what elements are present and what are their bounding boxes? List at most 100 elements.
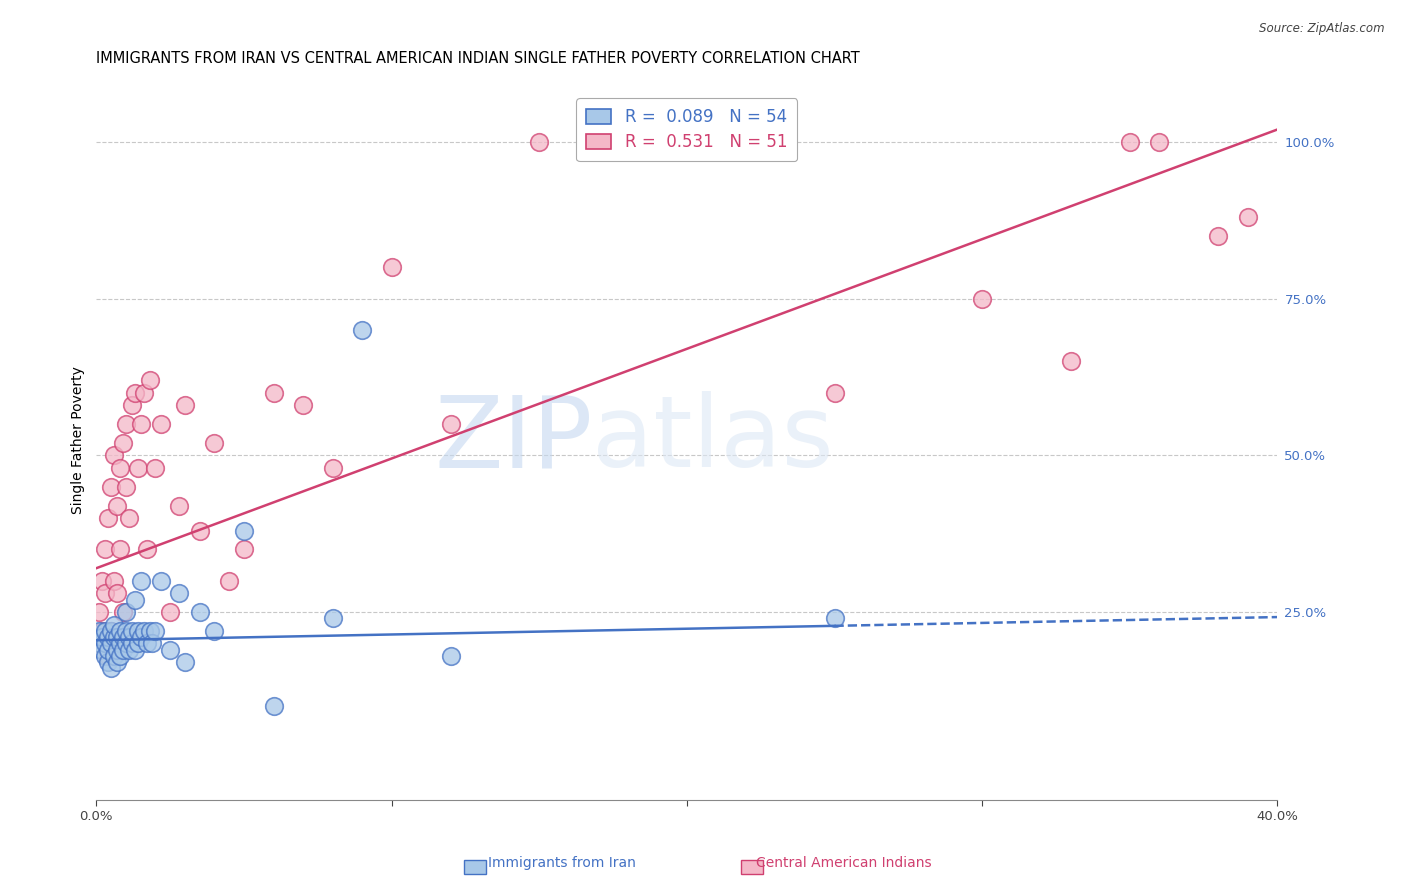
Point — [94, 586, 117, 600]
Point — [150, 574, 173, 588]
Point — [292, 398, 315, 412]
Point — [100, 636, 122, 650]
Point — [108, 636, 131, 650]
Point — [972, 292, 994, 306]
Point — [111, 605, 134, 619]
Point — [91, 574, 114, 588]
Point — [103, 574, 125, 588]
Point — [1149, 135, 1171, 149]
Point — [118, 511, 141, 525]
Point — [167, 499, 190, 513]
Point — [124, 592, 146, 607]
Point — [103, 648, 125, 663]
Point — [233, 542, 256, 557]
Point — [159, 642, 181, 657]
Point — [159, 605, 181, 619]
Point — [1208, 229, 1230, 244]
Point — [204, 624, 226, 638]
Point — [135, 636, 157, 650]
Point — [89, 636, 111, 650]
Point — [167, 586, 190, 600]
Point — [381, 260, 404, 275]
Point — [97, 630, 120, 644]
Point — [115, 624, 138, 638]
Point — [145, 461, 167, 475]
Point — [108, 648, 131, 663]
Point — [97, 511, 120, 525]
Point — [129, 630, 152, 644]
Point — [118, 630, 141, 644]
Point — [121, 624, 143, 638]
Point — [89, 605, 111, 619]
Point — [263, 385, 285, 400]
Point — [111, 630, 134, 644]
Point — [91, 630, 114, 644]
Point — [103, 449, 125, 463]
Point — [218, 574, 240, 588]
Point — [676, 135, 699, 149]
Point — [322, 461, 344, 475]
Point — [103, 630, 125, 644]
Point — [97, 648, 120, 663]
Point — [94, 542, 117, 557]
Point — [111, 435, 134, 450]
Point — [111, 642, 134, 657]
Point — [127, 636, 149, 650]
Point — [174, 655, 197, 669]
Point — [100, 624, 122, 638]
Point — [121, 636, 143, 650]
Point — [94, 648, 117, 663]
Point — [352, 323, 374, 337]
Point — [440, 648, 463, 663]
Point — [1060, 354, 1083, 368]
Legend: R =  0.089   N = 54, R =  0.531   N = 51: R = 0.089 N = 54, R = 0.531 N = 51 — [576, 98, 797, 161]
Point — [132, 385, 155, 400]
Y-axis label: Single Father Poverty: Single Father Poverty — [72, 366, 86, 514]
Point — [141, 636, 163, 650]
Point — [91, 624, 114, 638]
Text: Central American Indians: Central American Indians — [756, 856, 931, 871]
Point — [188, 524, 211, 538]
Point — [94, 636, 117, 650]
Point — [824, 385, 846, 400]
Point — [1237, 211, 1260, 225]
Point — [124, 642, 146, 657]
Text: ZIP: ZIP — [434, 392, 592, 488]
Point — [322, 611, 344, 625]
Point — [91, 642, 114, 657]
Point — [108, 624, 131, 638]
Point — [824, 611, 846, 625]
Point — [233, 524, 256, 538]
Point — [127, 461, 149, 475]
Text: Source: ZipAtlas.com: Source: ZipAtlas.com — [1260, 22, 1385, 36]
Point — [115, 417, 138, 431]
Point — [105, 630, 128, 644]
Point — [105, 586, 128, 600]
Point — [129, 574, 152, 588]
Point — [100, 661, 122, 675]
Point — [103, 617, 125, 632]
Point — [105, 499, 128, 513]
Point — [105, 642, 128, 657]
Point — [108, 461, 131, 475]
Point — [204, 435, 226, 450]
Point — [138, 373, 160, 387]
Point — [124, 385, 146, 400]
Point — [105, 655, 128, 669]
Point — [89, 636, 111, 650]
Point — [100, 624, 122, 638]
Point — [150, 417, 173, 431]
Point — [135, 542, 157, 557]
Point — [97, 642, 120, 657]
Point — [97, 655, 120, 669]
Point — [132, 624, 155, 638]
Point — [440, 417, 463, 431]
Point — [1119, 135, 1142, 149]
Point — [127, 624, 149, 638]
Point — [89, 624, 111, 638]
Text: IMMIGRANTS FROM IRAN VS CENTRAL AMERICAN INDIAN SINGLE FATHER POVERTY CORRELATIO: IMMIGRANTS FROM IRAN VS CENTRAL AMERICAN… — [97, 51, 860, 66]
Point — [263, 699, 285, 714]
Point — [115, 605, 138, 619]
Text: atlas: atlas — [592, 392, 834, 488]
Point — [529, 135, 551, 149]
